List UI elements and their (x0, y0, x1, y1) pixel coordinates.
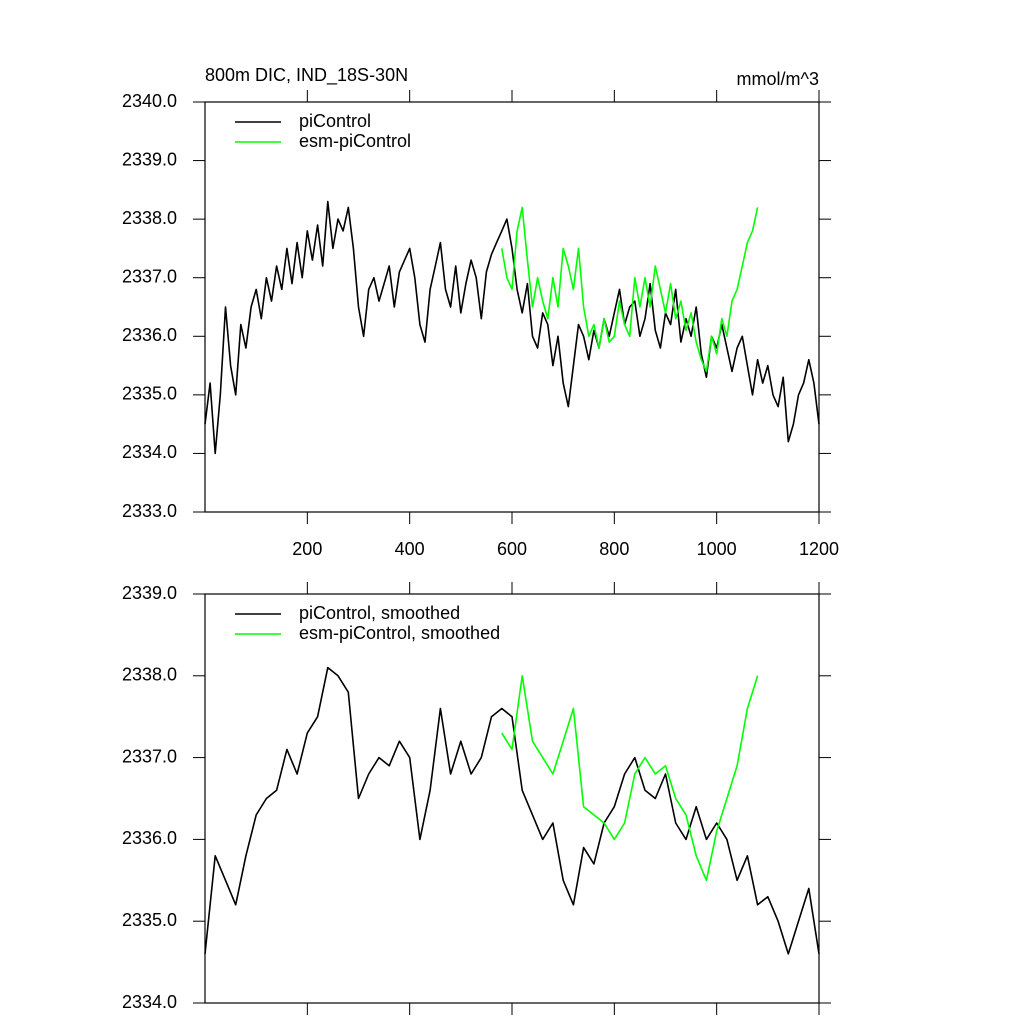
legend-label: esm-piControl (299, 131, 411, 151)
series-line (204, 666, 820, 955)
y-tick-label: 2337.0 (122, 266, 177, 286)
x-tick-label: 1000 (697, 539, 737, 559)
x-tick-label: 800 (599, 539, 629, 559)
y-tick-label: 2336.0 (122, 828, 177, 848)
series-line (501, 206, 759, 373)
y-tick-label: 2340.0 (122, 91, 177, 111)
y-tick-label: 2335.0 (122, 910, 177, 930)
legend-label: piControl (299, 111, 371, 131)
legend-label: piControl, smoothed (299, 603, 460, 623)
plot-frame (204, 101, 820, 513)
x-tick-label: 600 (497, 539, 527, 559)
series-line (204, 200, 820, 455)
units-label: mmol/m^3 (737, 69, 819, 89)
chart-title: 800m DIC, IND_18S-30N (205, 65, 408, 86)
y-tick-label: 2338.0 (122, 208, 177, 228)
x-tick-label: 1200 (799, 539, 839, 559)
y-tick-label: 2334.0 (122, 442, 177, 462)
x-tick-label: 400 (395, 539, 425, 559)
y-tick-label: 2339.0 (122, 583, 177, 603)
y-tick-label: 2334.0 (122, 992, 177, 1012)
y-tick-label: 2336.0 (122, 325, 177, 345)
y-tick-label: 2335.0 (122, 384, 177, 404)
y-tick-label: 2337.0 (122, 746, 177, 766)
legend-label: esm-piControl, smoothed (299, 623, 500, 643)
y-tick-label: 2339.0 (122, 149, 177, 169)
y-tick-label: 2338.0 (122, 665, 177, 685)
y-tick-label: 2333.0 (122, 501, 177, 521)
series-line (501, 675, 759, 882)
x-tick-label: 200 (292, 539, 322, 559)
